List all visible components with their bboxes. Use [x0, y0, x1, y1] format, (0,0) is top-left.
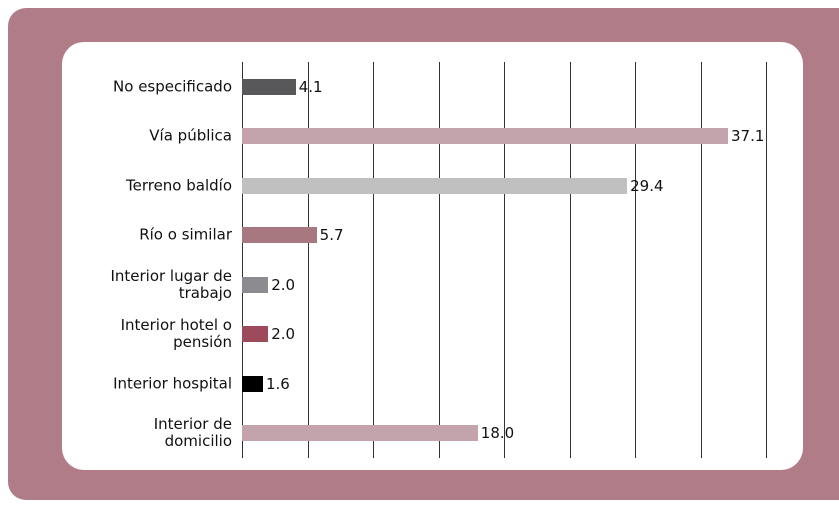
category-label: No especificado [113, 77, 232, 96]
value-label: 5.7 [319, 226, 344, 245]
category-label: Interior hotel o pensión [120, 316, 232, 352]
grid-line [635, 62, 636, 458]
category-label: Terreno baldío [125, 176, 232, 195]
bar [242, 425, 478, 442]
bar [242, 128, 728, 145]
category-label: Interior de domicilio [153, 415, 232, 451]
bar [242, 326, 269, 343]
bar [242, 276, 269, 293]
value-label: 2.0 [271, 275, 296, 294]
value-label: 18.0 [480, 424, 515, 443]
value-label: 2.0 [271, 325, 296, 344]
grid-line [373, 62, 374, 458]
bar [242, 177, 628, 194]
grid-line [438, 62, 440, 458]
grid-line [242, 62, 243, 458]
grid-line [700, 62, 702, 458]
value-label: 4.1 [298, 77, 323, 96]
category-label: Interior hospital [113, 374, 232, 393]
grid-line [569, 62, 571, 458]
bar [242, 227, 317, 244]
value-label: 37.1 [731, 127, 765, 146]
category-label: Interior lugar de trabajo [110, 266, 232, 302]
grid-line [766, 62, 767, 458]
category-label: Río o similar [139, 225, 232, 244]
category-label: Vía pública [149, 126, 232, 145]
panel [62, 42, 803, 470]
grid-line [307, 62, 309, 458]
bar [242, 375, 263, 392]
grid-line [504, 62, 505, 458]
value-label: 29.4 [630, 176, 664, 195]
value-label: 1.6 [265, 374, 290, 393]
bar [242, 78, 296, 95]
